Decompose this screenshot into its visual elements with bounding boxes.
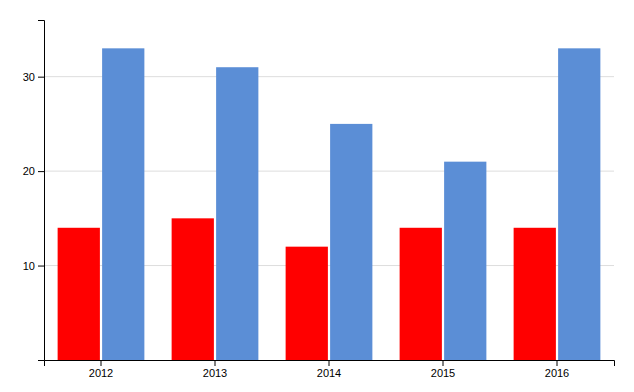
- bar: [514, 228, 556, 360]
- bar: [400, 228, 442, 360]
- tick: 20: [23, 165, 44, 177]
- tick-label: 2012: [89, 367, 113, 379]
- tick-mark: [443, 360, 444, 366]
- tick-label: 2013: [203, 367, 227, 379]
- tick-mark: [38, 266, 44, 267]
- tick-label: 10: [23, 260, 35, 272]
- tick-mark: [329, 360, 330, 366]
- tick: 30: [23, 71, 44, 83]
- tick-mark: [38, 77, 44, 78]
- tick: 2012: [89, 360, 113, 379]
- bar: [216, 67, 258, 360]
- bar: [286, 247, 328, 360]
- tick: 2015: [431, 360, 455, 379]
- y-axis: 10 20 30: [23, 21, 45, 361]
- bar: [58, 228, 100, 360]
- tick: 2016: [545, 360, 569, 379]
- tick-label: 2016: [545, 367, 569, 379]
- tick-mark: [38, 171, 44, 172]
- bars: [58, 48, 601, 360]
- plot: 10 20 30 2012 2013 2014 2015 2016: [23, 21, 615, 379]
- axis-line: [45, 361, 615, 367]
- axis-line: [38, 21, 45, 361]
- chart: 10 20 30 2012 2013 2014 2015 2016: [0, 0, 634, 392]
- bar: [558, 48, 600, 360]
- tick: 10: [23, 260, 44, 272]
- tick: 2013: [203, 360, 227, 379]
- x-axis: 2012 2013 2014 2015 2016: [45, 360, 615, 379]
- bar: [102, 48, 144, 360]
- bar: [444, 162, 486, 360]
- tick-mark: [101, 360, 102, 366]
- tick-label: 20: [23, 165, 35, 177]
- tick-mark: [215, 360, 216, 366]
- tick: 2014: [317, 360, 341, 379]
- tick-mark: [557, 360, 558, 366]
- bar: [172, 218, 214, 360]
- bar: [330, 124, 372, 360]
- tick-label: 2015: [431, 367, 455, 379]
- bar-series: [102, 48, 600, 360]
- tick-label: 30: [23, 71, 35, 83]
- tick-label: 2014: [317, 367, 341, 379]
